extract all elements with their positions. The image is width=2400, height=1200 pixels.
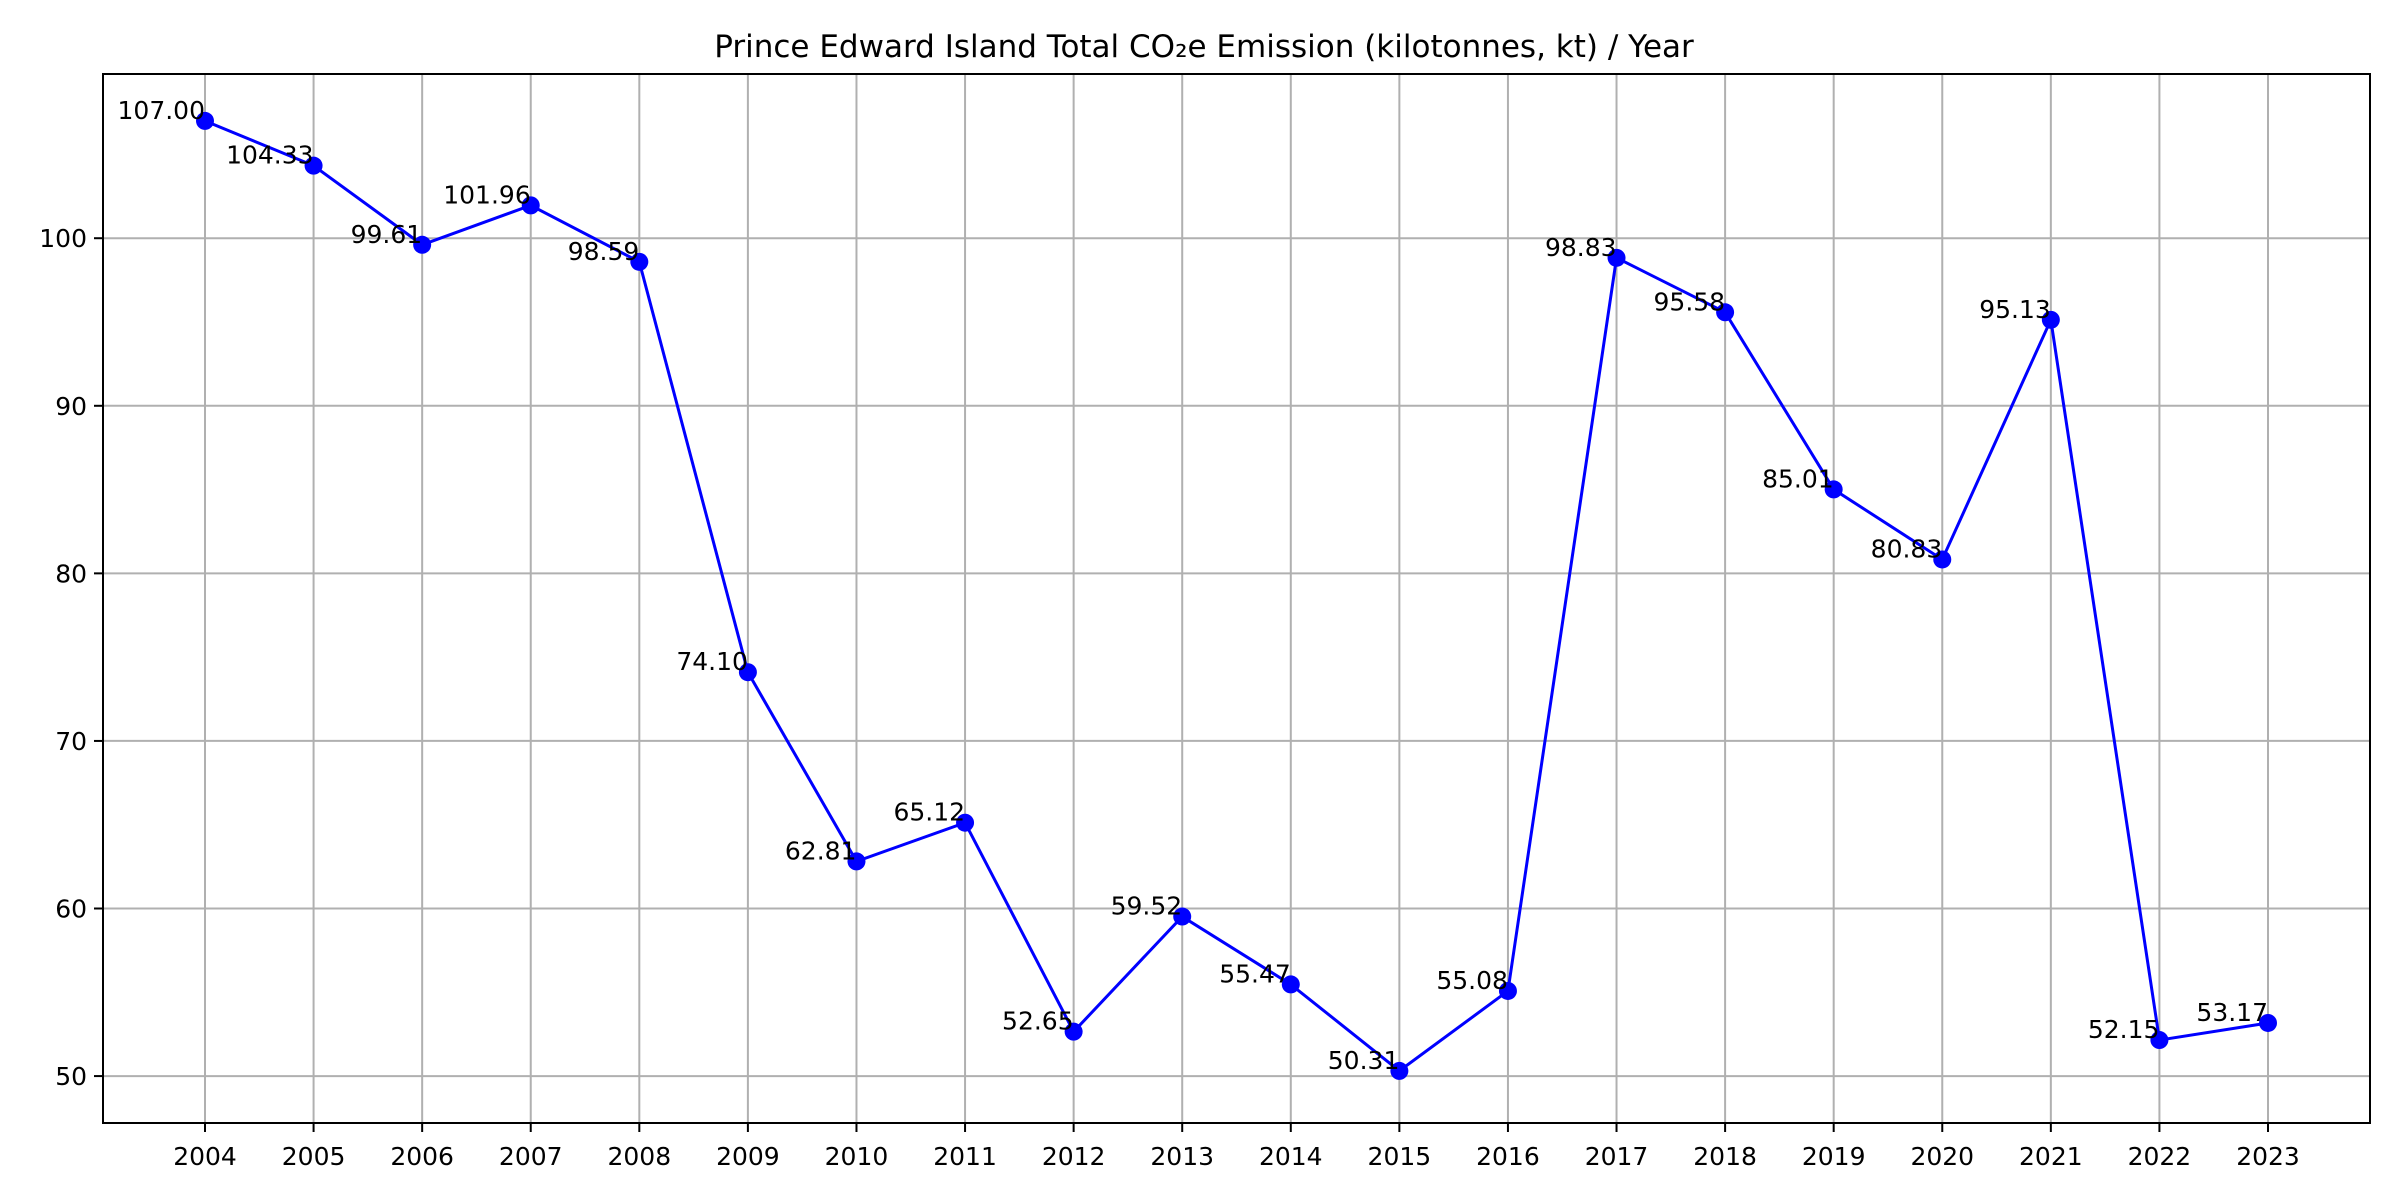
data-label: 65.12 bbox=[893, 798, 965, 827]
data-point bbox=[2259, 1013, 2277, 1032]
x-tick-label: 2023 bbox=[2236, 1142, 2300, 1171]
data-point bbox=[1390, 1061, 1409, 1080]
x-tick-label: 2015 bbox=[1368, 1142, 1432, 1171]
data-point bbox=[1607, 248, 1626, 267]
y-tick-label: 60 bbox=[55, 895, 87, 924]
data-label: 95.13 bbox=[1979, 295, 2051, 324]
x-axis: 2004 2005 2006 2007 2008 2009 2010 2011 2012 2013… bbox=[173, 1123, 2300, 1171]
data-point bbox=[1933, 550, 1952, 569]
x-tick-label: 2006 bbox=[390, 1142, 454, 1171]
y-tick-label: 90 bbox=[55, 392, 87, 421]
data-point bbox=[1716, 303, 1735, 322]
data-point bbox=[1173, 907, 1192, 926]
data-point bbox=[1824, 480, 1843, 499]
x-tick-label: 2022 bbox=[2128, 1142, 2192, 1171]
x-tick-label: 2010 bbox=[825, 1142, 889, 1171]
data-label: 52.15 bbox=[2088, 1015, 2160, 1044]
data-label: 101.96 bbox=[443, 180, 530, 209]
data-point bbox=[304, 156, 323, 175]
data-label: 62.81 bbox=[785, 836, 857, 865]
data-label: 80.83 bbox=[1871, 534, 1943, 563]
data-point bbox=[847, 852, 866, 871]
chart-title: Prince Edward Island Total CO₂e Emission… bbox=[714, 29, 1694, 65]
plot-area: 107.00 104.33 99.61 101.96 98.59 74.10 62.81 65… bbox=[118, 96, 2277, 1080]
data-label: 104.33 bbox=[226, 141, 313, 170]
data-label: 85.01 bbox=[1762, 464, 1834, 493]
data-point bbox=[956, 813, 975, 832]
x-tick-label: 2014 bbox=[1259, 1142, 1323, 1171]
data-label: 52.65 bbox=[1002, 1007, 1074, 1036]
x-tick-label: 2012 bbox=[1042, 1142, 1106, 1171]
data-point bbox=[738, 663, 757, 682]
x-tick-label: 2021 bbox=[2019, 1142, 2083, 1171]
data-point bbox=[1064, 1022, 1083, 1041]
x-tick-label: 2020 bbox=[1910, 1142, 1974, 1171]
y-tick-label: 100 bbox=[39, 224, 87, 253]
series-line bbox=[204, 119, 2269, 1073]
data-point bbox=[1281, 975, 1300, 994]
y-tick-label: 50 bbox=[55, 1062, 87, 1091]
data-point bbox=[196, 111, 214, 130]
grid bbox=[103, 74, 2370, 1123]
y-tick-label: 80 bbox=[55, 559, 87, 588]
x-tick-label: 2005 bbox=[282, 1142, 346, 1171]
data-label: 98.59 bbox=[568, 237, 640, 266]
data-label: 55.47 bbox=[1219, 959, 1291, 988]
data-label: 53.17 bbox=[2196, 998, 2268, 1027]
x-tick-label: 2007 bbox=[499, 1142, 563, 1171]
data-label: 98.83 bbox=[1545, 233, 1617, 262]
x-tick-label: 2018 bbox=[1693, 1142, 1757, 1171]
data-label: 55.08 bbox=[1436, 966, 1508, 995]
x-tick-label: 2013 bbox=[1150, 1142, 1214, 1171]
x-tick-label: 2016 bbox=[1476, 1142, 1540, 1171]
data-point bbox=[413, 235, 432, 254]
data-point bbox=[521, 196, 540, 215]
data-label: 95.58 bbox=[1654, 287, 1726, 316]
x-tick-label: 2019 bbox=[1802, 1142, 1866, 1171]
data-point bbox=[2041, 310, 2060, 329]
y-tick-label: 70 bbox=[55, 727, 87, 756]
x-tick-label: 2009 bbox=[716, 1142, 780, 1171]
y-axis: 50 60 70 80 90 100 bbox=[39, 224, 103, 1091]
data-label: 50.31 bbox=[1328, 1046, 1400, 1075]
x-tick-label: 2011 bbox=[933, 1142, 997, 1171]
x-tick-label: 2008 bbox=[608, 1142, 672, 1171]
data-label: 99.61 bbox=[351, 220, 423, 249]
plot-frame bbox=[102, 73, 2371, 1124]
x-tick-label: 2004 bbox=[173, 1142, 237, 1171]
data-point bbox=[630, 252, 649, 271]
x-tick-label: 2017 bbox=[1585, 1142, 1649, 1171]
data-label: 59.52 bbox=[1111, 892, 1183, 921]
data-point bbox=[2150, 1031, 2169, 1050]
data-label: 74.10 bbox=[676, 647, 748, 676]
data-label: 107.00 bbox=[118, 96, 205, 125]
data-point bbox=[1498, 981, 1517, 1000]
